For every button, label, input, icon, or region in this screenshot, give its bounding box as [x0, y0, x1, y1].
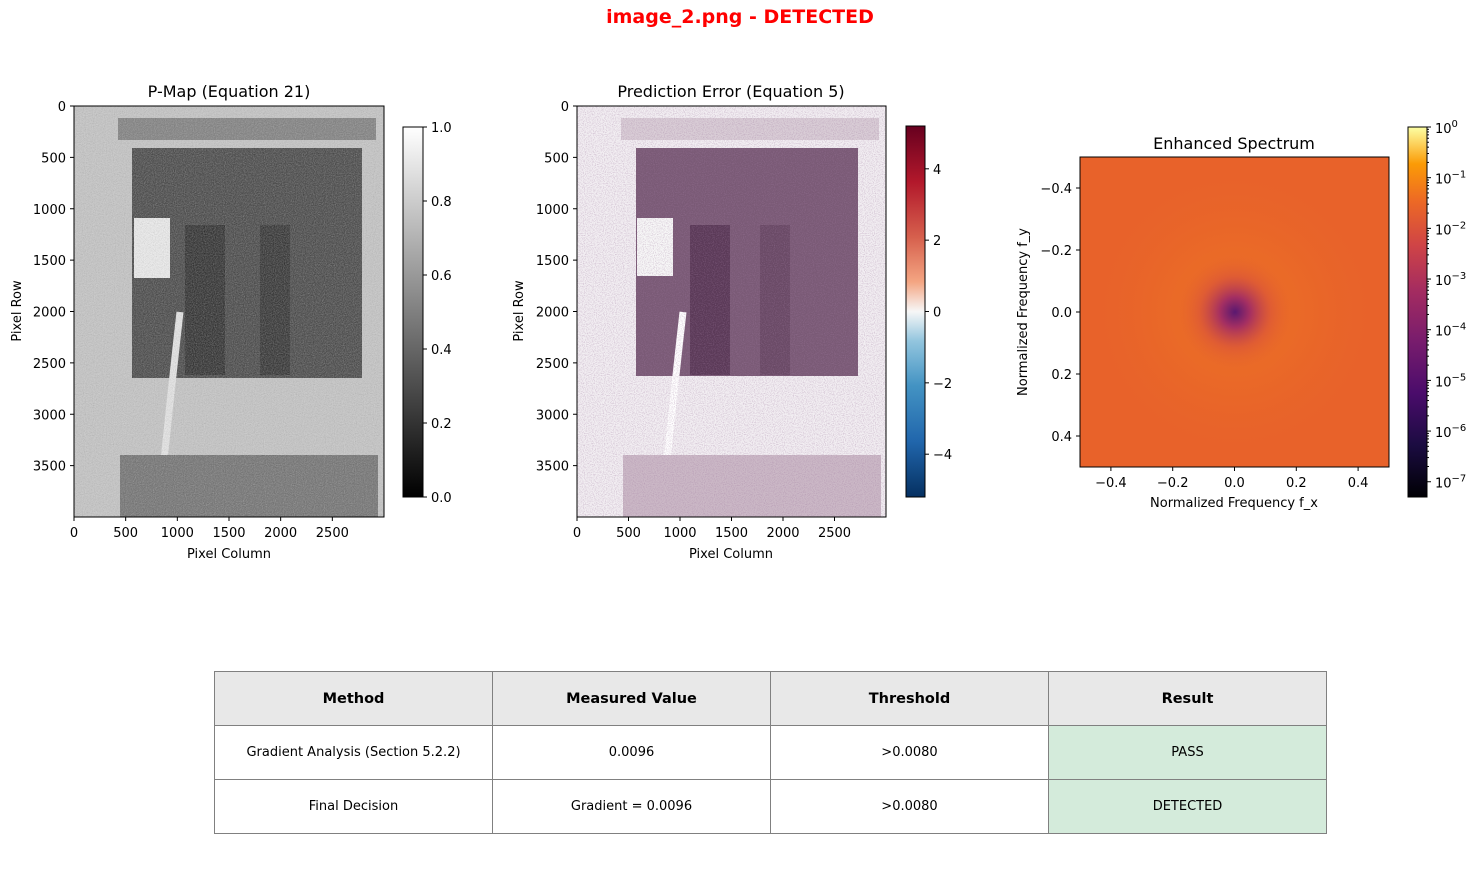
enhanced-spectrum-xlabel: Normalized Frequency f_x — [1150, 496, 1318, 511]
y-tick-label: 0.0 — [1051, 306, 1072, 321]
x-tick-label: 2500 — [818, 526, 851, 541]
x-tick-label: 0.0 — [1224, 476, 1245, 491]
y-tick-label: 2500 — [33, 357, 66, 372]
header-threshold: Threshold — [770, 671, 1049, 726]
y-tick-label: 0.2 — [1051, 368, 1072, 383]
y-tick-label: 3500 — [536, 460, 569, 475]
x-tick-label: −0.4 — [1095, 476, 1127, 491]
x-tick-label: 500 — [616, 526, 641, 541]
colorbar-tick-label: 100 — [1435, 119, 1458, 137]
x-tick-label: 0 — [573, 526, 581, 541]
prediction-error-title: Prediction Error (Equation 5) — [617, 82, 844, 101]
x-tick-label: 2000 — [264, 526, 297, 541]
colorbar-tick-label: 10−5 — [1435, 372, 1466, 390]
header-method: Method — [214, 671, 493, 726]
y-tick-label: 3000 — [33, 408, 66, 423]
x-tick-label: 1000 — [663, 526, 696, 541]
enhanced-spectrum-panel: −0.4 −0.2 0.0 0.2 0.4 −0.4 −0.2 0.0 0.2 0.4 Enhan… — [1016, 119, 1466, 511]
y-tick-label: 1000 — [536, 203, 569, 218]
cell-result: PASS — [1048, 725, 1327, 780]
cell-threshold: >0.0080 — [770, 725, 1049, 780]
y-tick-label: 2000 — [33, 306, 66, 321]
y-tick-label: 3000 — [536, 408, 569, 423]
enhanced-spectrum-ylabel: Normalized Frequency f_y — [1016, 228, 1031, 396]
colorbar-tick-label: 0.2 — [431, 417, 452, 432]
colorbar-tick-label: 10−2 — [1435, 220, 1466, 238]
colorbar-tick-label: 10−1 — [1435, 170, 1466, 188]
y-tick-label: 3500 — [33, 460, 66, 475]
table-header-row: Method Measured Value Threshold Result — [214, 671, 1327, 726]
cell-method: Gradient Analysis (Section 5.2.2) — [214, 725, 493, 780]
colorbar-tick-label: −4 — [933, 448, 952, 463]
figure-title: image_2.png - DETECTED — [606, 6, 874, 28]
y-tick-label: 0.4 — [1051, 430, 1072, 445]
colorbar-tick-label: 10−6 — [1435, 423, 1466, 441]
table-row: Gradient Analysis (Section 5.2.2) 0.0096… — [214, 725, 1327, 780]
y-tick-label: 500 — [544, 151, 569, 166]
colorbar-tick-label: 0.8 — [431, 195, 452, 210]
y-tick-label: 0 — [58, 100, 66, 115]
p-map-xlabel: Pixel Column — [187, 547, 271, 562]
colorbar-tick-label: 2 — [933, 234, 941, 249]
colorbar-tick-label: 10−3 — [1435, 271, 1466, 289]
colorbar-tick-label: 0.6 — [431, 269, 452, 284]
y-tick-label: 0 — [561, 100, 569, 115]
colorbar-tick-label: −2 — [933, 377, 952, 392]
p-map-title: P-Map (Equation 21) — [148, 82, 311, 101]
colorbar-tick-label: 0 — [933, 306, 941, 321]
x-tick-label: 2000 — [766, 526, 799, 541]
x-tick-label: −0.2 — [1157, 476, 1189, 491]
colorbar-tick-label: 0.4 — [431, 343, 452, 358]
cell-method: Final Decision — [214, 779, 493, 834]
enhanced-spectrum-title: Enhanced Spectrum — [1153, 134, 1315, 153]
x-tick-label: 0.4 — [1348, 476, 1369, 491]
y-tick-label: 1500 — [536, 254, 569, 269]
header-measured-value: Measured Value — [492, 671, 771, 726]
colorbar-tick-label: 4 — [933, 163, 941, 178]
cell-result: DETECTED — [1048, 779, 1327, 834]
colorbar-tick-label: 10−4 — [1435, 322, 1466, 340]
p-map-panel: 0 500 1000 1500 2000 2500 0 500 1000 1500 2000 2500… — [10, 82, 452, 562]
y-tick-label: −0.2 — [1040, 244, 1072, 259]
prediction-error-image — [577, 106, 886, 517]
x-tick-label: 0 — [70, 526, 78, 541]
x-tick-label: 0.2 — [1286, 476, 1307, 491]
y-tick-label: 2000 — [536, 306, 569, 321]
y-tick-label: −0.4 — [1040, 182, 1072, 197]
x-tick-label: 1500 — [715, 526, 748, 541]
p-map-image — [74, 106, 384, 517]
p-map-colorbar — [402, 126, 424, 498]
cell-threshold: >0.0080 — [770, 779, 1049, 834]
y-tick-label: 2500 — [536, 357, 569, 372]
x-tick-label: 2500 — [316, 526, 349, 541]
prediction-error-xlabel: Pixel Column — [689, 547, 773, 562]
cell-measured-value: 0.0096 — [492, 725, 771, 780]
enhanced-spectrum-image — [1080, 157, 1390, 467]
cell-measured-value: Gradient = 0.0096 — [492, 779, 771, 834]
colorbar-tick-label: 1.0 — [431, 121, 452, 136]
x-tick-label: 500 — [113, 526, 138, 541]
y-tick-label: 1000 — [33, 203, 66, 218]
x-tick-label: 1500 — [212, 526, 245, 541]
prediction-error-panel: 0 500 1000 1500 2000 2500 0 500 1000 1500 2000 2500… — [512, 82, 952, 562]
y-tick-label: 500 — [41, 151, 66, 166]
x-tick-label: 1000 — [161, 526, 194, 541]
colorbar-tick-label: 0.0 — [431, 491, 452, 506]
table-row: Final Decision Gradient = 0.0096 >0.0080… — [214, 779, 1327, 834]
enhanced-spectrum-colorbar — [1407, 126, 1428, 498]
colorbar-tick-label: 10−7 — [1435, 474, 1466, 492]
results-table: Method Measured Value Threshold Result G… — [214, 671, 1327, 834]
y-tick-label: 1500 — [33, 254, 66, 269]
header-result: Result — [1048, 671, 1327, 726]
prediction-error-ylabel: Pixel Row — [512, 280, 527, 342]
prediction-error-colorbar — [905, 125, 926, 498]
p-map-ylabel: Pixel Row — [10, 280, 25, 342]
